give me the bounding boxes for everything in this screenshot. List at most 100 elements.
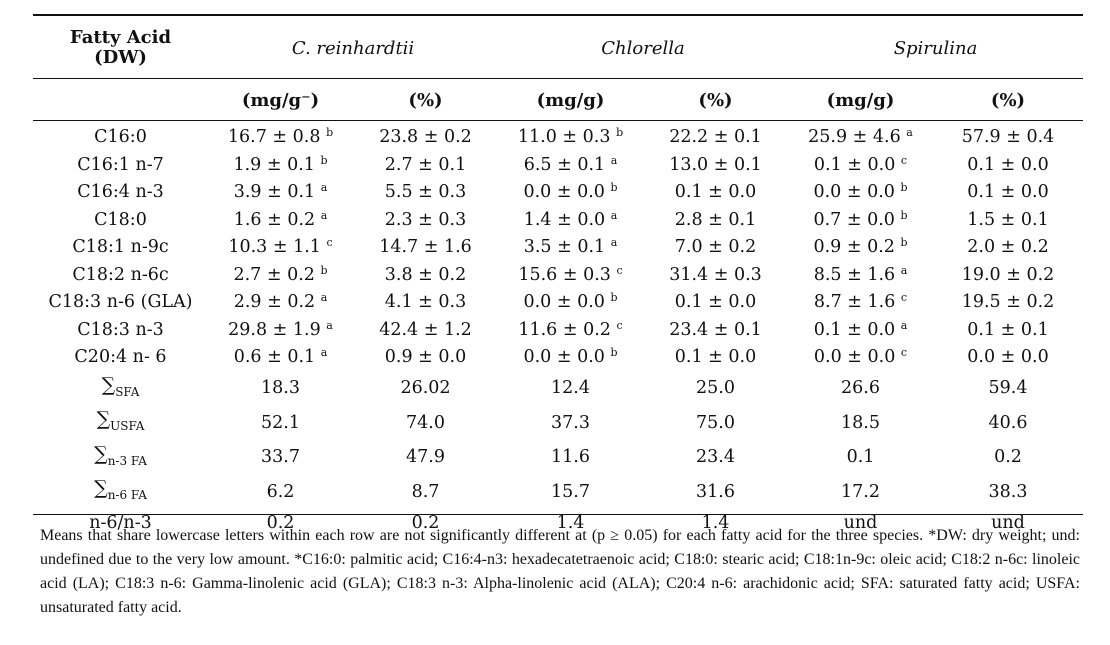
table-cell: 0.2: [353, 510, 498, 538]
table-cell: 0.9 ± 0.0: [353, 344, 498, 372]
significance-letter: a: [320, 346, 328, 359]
cell-value: 40.6: [988, 412, 1028, 433]
cell-value: 0.0 ± 0.0: [813, 182, 895, 202]
units-rule: [33, 120, 1083, 121]
unit-label: (mg/g⁻): [241, 89, 320, 111]
significance-letter: a: [610, 153, 618, 167]
cell-value: 0.1 ± 0.0: [813, 154, 896, 175]
cell-value: 11.0 ± 0.3: [517, 127, 611, 147]
table-cell: 47.9: [353, 441, 498, 476]
table-row: n-6/n-3 0.2 0.2 1.4 1.4 und und: [33, 510, 1083, 538]
table-row: C18:2 n-6c 2.7 ± 0.2 b 3.8 ± 0.2 15.6 ± 0.3…: [33, 262, 1083, 290]
table-cell: 10.3 ± 1.1 c: [208, 234, 353, 262]
table-cell: 16.7 ± 0.8 b: [208, 124, 353, 152]
table-cell: 25.0: [643, 372, 788, 407]
cell-value: 7.0 ± 0.2: [674, 237, 757, 257]
cell-value: 0.2: [994, 447, 1022, 467]
table-cell: 23.4: [643, 441, 788, 476]
row-label: C18:3 n-3: [77, 319, 164, 340]
table-cell: 0.1 ± 0.0: [643, 289, 788, 317]
table-row: ∑n-6 FA 6.2 8.7 15.7 31.6 17.2 38.3: [33, 475, 1083, 510]
unit-label: (%): [408, 89, 443, 111]
table-cell: 29.8 ± 1.9 a: [208, 317, 353, 345]
significance-letter: c: [900, 346, 908, 359]
table-row: C16:1 n-7 1.9 ± 0.1 b 2.7 ± 0.1 6.5 ± 0.1 a…: [33, 152, 1083, 180]
cell-value: 2.8 ± 0.1: [674, 209, 757, 230]
table-row: C20:4 n- 6 0.6 ± 0.1 a 0.9 ± 0.0 0.0 ± 0.0 …: [33, 344, 1083, 372]
table-cell: 31.4 ± 0.3: [643, 262, 788, 290]
cell-value: 6.2: [266, 481, 295, 502]
table-cell: 23.8 ± 0.2: [353, 124, 498, 152]
table-cell: 0.1 ± 0.0 c: [788, 152, 933, 180]
significance-letter: c: [900, 153, 908, 167]
cell-value: und: [991, 512, 1025, 533]
table-row: C16:0 16.7 ± 0.8 b 23.8 ± 0.2 11.0 ± 0.3 b 2…: [33, 124, 1083, 152]
cell-value: 2.7 ± 0.2: [233, 264, 315, 285]
significance-letter: a: [610, 236, 618, 249]
cell-value: 74.0: [406, 412, 445, 433]
table-cell: 3.5 ± 0.1 a: [498, 234, 643, 262]
table-cell: 19.0 ± 0.2: [933, 262, 1083, 290]
row-label: ∑USFA: [96, 408, 145, 433]
table-cell: 2.3 ± 0.3: [353, 207, 498, 235]
significance-letter: c: [616, 318, 623, 332]
cell-value: 18.3: [261, 378, 300, 398]
cell-value: 59.4: [988, 378, 1028, 398]
cell-value: 0.0 ± 0.0: [813, 347, 896, 367]
cell-value: 0.9 ± 0.2: [813, 237, 895, 257]
significance-letter: a: [900, 263, 908, 277]
table-cell: 0.9 ± 0.2 b: [788, 234, 933, 262]
cell-value: 23.8 ± 0.2: [379, 127, 472, 147]
row-label: ∑n-6 FA: [94, 477, 147, 502]
cell-value: 0.0 ± 0.0: [523, 347, 605, 367]
significance-letter: a: [906, 126, 913, 139]
table-cell: 40.6: [933, 406, 1083, 441]
cell-value: 17.2: [841, 481, 880, 502]
cell-value: 42.4 ± 1.2: [379, 319, 472, 340]
significance-letter: a: [320, 291, 328, 304]
cell-value: 15.6 ± 0.3: [518, 264, 611, 285]
row-label: C18:3 n-6 (GLA): [48, 292, 193, 312]
table-cell: 7.0 ± 0.2: [643, 234, 788, 262]
table-cell: 0.0 ± 0.0 b: [498, 344, 643, 372]
table-cell: und: [788, 510, 933, 538]
significance-letter: b: [326, 126, 334, 139]
table-header-units: (mg/g⁻) (%) (mg/g) (%) (mg/g) (%): [33, 86, 1083, 114]
cell-value: 26.02: [400, 378, 451, 398]
cell-value: 0.1 ± 0.0: [967, 182, 1049, 202]
table-cell: 4.1 ± 0.3: [353, 289, 498, 317]
table-cell: 8.7 ± 1.6 c: [788, 289, 933, 317]
table-cell: 26.6: [788, 372, 933, 407]
table-cell: 0.0 ± 0.0 b: [788, 179, 933, 207]
cell-value: 0.1 ± 0.0: [674, 347, 757, 367]
cell-value: 3.8 ± 0.2: [384, 264, 467, 285]
table-cell: 26.02: [353, 372, 498, 407]
table-row: C18:3 n-6 (GLA) 2.9 ± 0.2 a 4.1 ± 0.3 0.0 ±…: [33, 289, 1083, 317]
cell-value: 0.1 ± 0.0: [967, 154, 1049, 175]
unit-label: (mg/g): [536, 89, 605, 111]
fatty-acid-column-header: Fatty Acid (DW): [33, 20, 208, 76]
table-cell: 42.4 ± 1.2: [353, 317, 498, 345]
cell-value: 5.5 ± 0.3: [384, 182, 467, 202]
cell-value: 0.1: [846, 447, 875, 467]
table-row: C18:0 1.6 ± 0.2 a 2.3 ± 0.3 1.4 ± 0.0 a 2.8 …: [33, 207, 1083, 235]
cell-value: 19.0 ± 0.2: [961, 264, 1055, 285]
unit-label: (%): [698, 89, 733, 111]
cell-value: 1.4 ± 0.0: [523, 209, 606, 230]
table-cell: 18.5: [788, 406, 933, 441]
cell-value: 8.5 ± 1.6: [813, 264, 896, 285]
table-cell: 0.1 ± 0.0: [933, 179, 1083, 207]
table-cell: 1.9 ± 0.1 b: [208, 152, 353, 180]
cell-value: 31.4 ± 0.3: [669, 264, 762, 285]
cell-value: 15.7: [551, 481, 590, 502]
table-cell: 6.2: [208, 475, 353, 510]
significance-letter: c: [616, 263, 623, 277]
species-spirulina: Spirulina: [893, 37, 978, 59]
table-cell: 33.7: [208, 441, 353, 476]
table-cell: 22.2 ± 0.1: [643, 124, 788, 152]
cell-value: 33.7: [261, 447, 300, 467]
cell-value: 10.3 ± 1.1: [228, 237, 321, 257]
table-cell: 0.1 ± 0.1: [933, 317, 1083, 345]
